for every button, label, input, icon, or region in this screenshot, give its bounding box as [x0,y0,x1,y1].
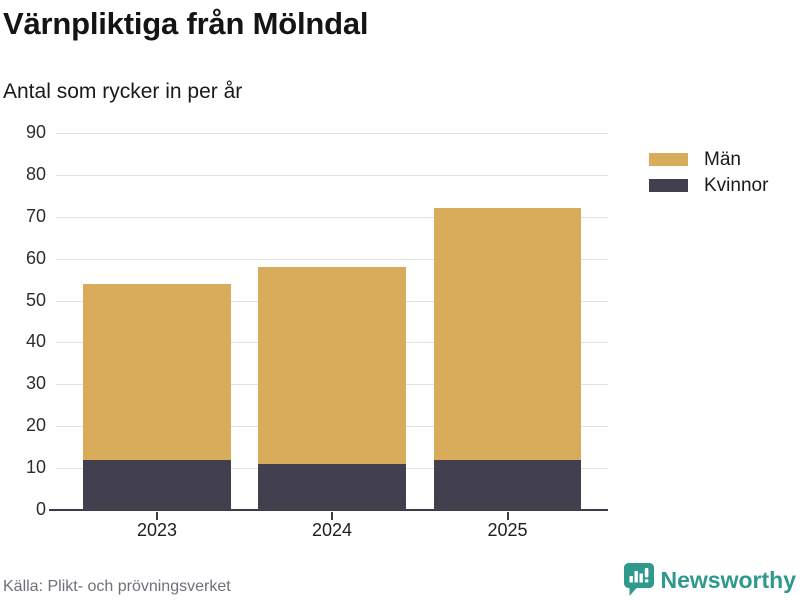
legend-swatch-män [649,153,688,166]
gridline-70 [56,216,608,218]
y-tick-label-90: 90 [25,122,46,142]
bar-segment-man-2024 [258,267,406,464]
y-tick-label-40: 40 [25,331,46,352]
source-caption: Källa: Plikt- och prövningsverket [3,578,231,595]
brand-name: Newsworthy [660,566,796,593]
bar-chart-speech-bubble-icon [623,563,654,596]
y-axis-tick-labels: 0 10 20 30 40 50 60 70 80 90 [0,122,46,519]
gridline-90 [56,133,608,134]
legend-swatch-kvinnor [649,179,688,192]
bar-segment-kvinnor-2024 [258,463,406,510]
y-tick-label-0: 0 [35,499,46,519]
y-tick-label-80: 80 [25,163,46,184]
x-axis-tick-labels: 2023 2024 2025 [56,520,608,546]
x-tick-label-2025: 2025 [487,520,528,540]
bar-segment-kvinnor-2023 [83,459,231,510]
bar-segment-kvinnor-2025 [433,459,582,510]
y-tick-label-20: 20 [25,415,46,436]
chart-subtitle: Antal som rycker in per år [3,80,243,103]
bar-segment-man-2023 [83,283,231,460]
chart-title: Värnpliktiga från Mölndal [3,6,369,41]
legend-label-män: Män [704,149,741,170]
bar-segment-man-2025 [433,208,582,460]
brand-logo: Newsworthy [623,562,796,598]
y-tick-label-70: 70 [25,205,46,226]
y-tick-label-50: 50 [25,289,46,310]
y-tick-label-60: 60 [25,247,46,268]
legend-label-kvinnor: Kvinnor [704,175,769,196]
y-tick-label-10: 10 [25,457,46,478]
legend-row-kvinnor: Kvinnor [649,175,769,196]
x-tick-2024 [331,512,333,520]
legend: Män Kvinnor [649,149,769,205]
y-tick-label-30: 30 [25,373,46,394]
x-axis-line [49,509,608,511]
legend-row-män: Män [649,149,768,170]
plot-area [49,133,608,520]
gridline-80 [56,174,608,176]
x-tick-label-2024: 2024 [311,520,353,540]
gridline-60 [56,258,608,260]
x-tick-2025 [506,512,509,520]
x-tick-label-2023: 2023 [136,520,178,540]
x-tick-2023 [156,512,159,520]
